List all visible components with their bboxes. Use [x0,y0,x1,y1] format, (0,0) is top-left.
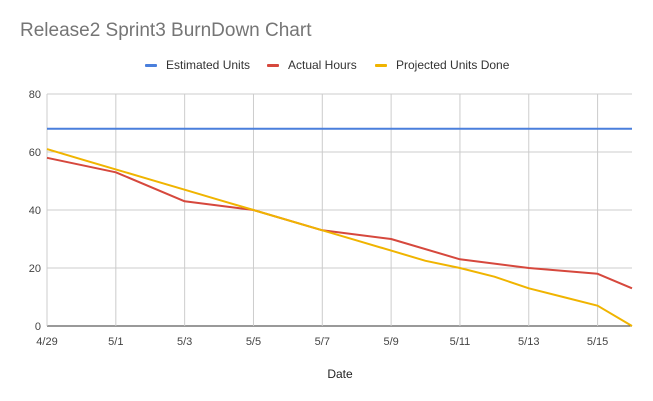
y-tick-label-60: 60 [29,147,41,159]
x-tick-label-5-13: 5/13 [518,336,539,348]
series-line-actual-hours[interactable] [46,156,633,290]
series-line-projected-units-done[interactable] [46,148,633,327]
legend-swatch-estimated-units [145,63,157,67]
x-tick-label-5-1: 5/1 [108,336,123,348]
x-tick-label-5-5: 5/5 [246,336,261,348]
y-tick-label-0: 0 [35,321,41,333]
x-tick-label-5-11: 5/11 [450,336,471,348]
y-tick-label-20: 20 [29,263,41,275]
x-tick-label-5-7: 5/7 [315,336,330,348]
y-tick-label-80: 80 [29,89,41,101]
x-tick-label-5-9: 5/9 [383,336,398,348]
legend-swatch-projected-units-done [375,63,387,67]
legend-label-projected-units-done: Projected Units Done [396,58,510,72]
grid-lines [46,93,632,327]
x-tick-label-4-29: 4/29 [36,336,57,348]
legend-item-estimated-units[interactable]: Estimated Units [145,57,250,73]
y-tick-label-40: 40 [29,205,41,217]
legend-item-projected-units-done[interactable]: Projected Units Done [375,57,509,73]
legend-label-actual-hours: Actual Hours [288,58,357,72]
x-axis-title: Date [327,367,353,381]
series-lines [46,127,633,327]
chart-legend: Estimated Units Actual Hours Projected U… [0,57,653,73]
x-tick-label-5-15: 5/15 [587,336,608,348]
legend-item-actual-hours[interactable]: Actual Hours [267,57,357,73]
x-tick-label-5-3: 5/3 [177,336,192,348]
tick-labels: 0 20 40 60 80 4/29 5/1 5/3 5/5 5/7 5/9 5/11 5/13 5/15 [29,89,609,348]
legend-swatch-actual-hours [267,63,279,67]
chart-title: Release2 Sprint3 BurnDown Chart [20,20,312,41]
legend-label-estimated-units: Estimated Units [166,58,251,72]
